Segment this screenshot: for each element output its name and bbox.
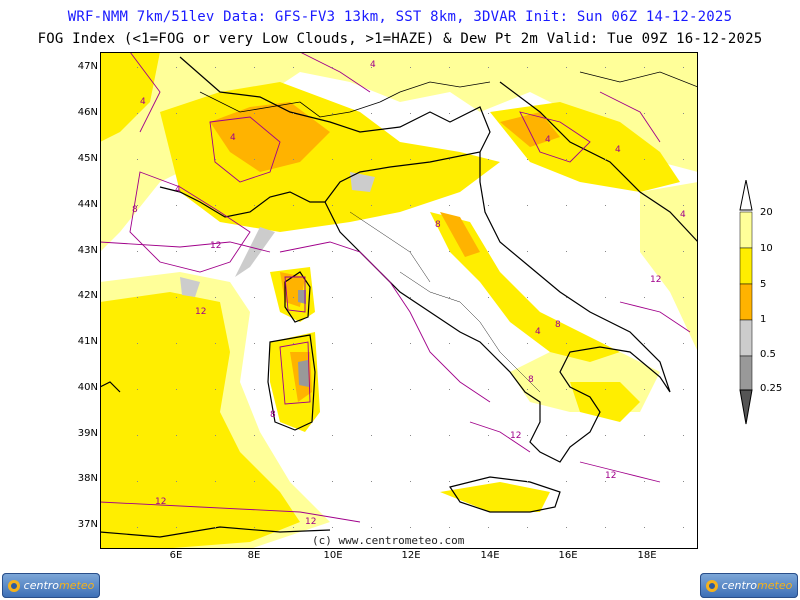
fog-index-map: 4 4 4 4 4 4 4 8 8 8 8 12 12 12 12 12 12 … xyxy=(100,52,698,549)
logo-ring-icon xyxy=(7,579,20,592)
legend-label: 0.5 xyxy=(760,349,776,360)
lon-label: 10E xyxy=(323,550,343,561)
legend-label: 20 xyxy=(760,207,773,218)
logo-text-accent: meteo xyxy=(757,579,793,592)
legend-band-05 xyxy=(739,355,753,391)
lat-label: 37N xyxy=(77,519,98,530)
legend-band-20 xyxy=(739,211,753,249)
lat-label: 43N xyxy=(77,245,98,256)
lat-label: 41N xyxy=(77,336,98,347)
logo-ring-icon xyxy=(705,579,718,592)
lon-label: 12E xyxy=(401,550,421,561)
legend-label: 10 xyxy=(760,243,773,254)
legend-arrow-bottom xyxy=(739,389,753,425)
lat-label: 47N xyxy=(77,61,98,72)
centrometeo-logo-left[interactable]: centrometeo xyxy=(2,573,100,598)
fog-index-legend xyxy=(739,180,753,425)
lat-label: 45N xyxy=(77,153,98,164)
legend-label: 1 xyxy=(760,314,767,325)
lon-label: 18E xyxy=(637,550,657,561)
lat-label: 39N xyxy=(77,428,98,439)
map-frame xyxy=(100,52,698,549)
legend-arrow-top xyxy=(739,180,753,211)
logo-text-main: centro xyxy=(721,579,758,592)
graticule xyxy=(100,52,698,549)
lon-label: 16E xyxy=(558,550,578,561)
legend-label: 0.25 xyxy=(760,383,783,394)
lat-label: 44N xyxy=(77,199,98,210)
legend-band-1 xyxy=(739,319,753,357)
logo-text-accent: meteo xyxy=(59,579,95,592)
map-credit: (c) www.centrometeo.com xyxy=(312,534,465,547)
lon-label: 6E xyxy=(169,550,183,561)
legend-band-5 xyxy=(739,283,753,321)
lon-label: 8E xyxy=(247,550,261,561)
title-field-info: FOG Index (<1=FOG or very Low Clouds, >1… xyxy=(37,31,763,47)
lat-label: 40N xyxy=(77,382,98,393)
legend-band-10 xyxy=(739,247,753,285)
lat-label: 46N xyxy=(77,107,98,118)
lat-label: 38N xyxy=(77,473,98,484)
lon-label: 14E xyxy=(480,550,500,561)
centrometeo-logo-right[interactable]: centrometeo xyxy=(700,573,798,598)
logo-text-main: centro xyxy=(23,579,60,592)
legend-label: 5 xyxy=(760,279,767,290)
title-model-info: WRF-NMM 7km/51lev Data: GFS-FV3 13km, SS… xyxy=(67,9,733,25)
lat-label: 42N xyxy=(77,290,98,301)
